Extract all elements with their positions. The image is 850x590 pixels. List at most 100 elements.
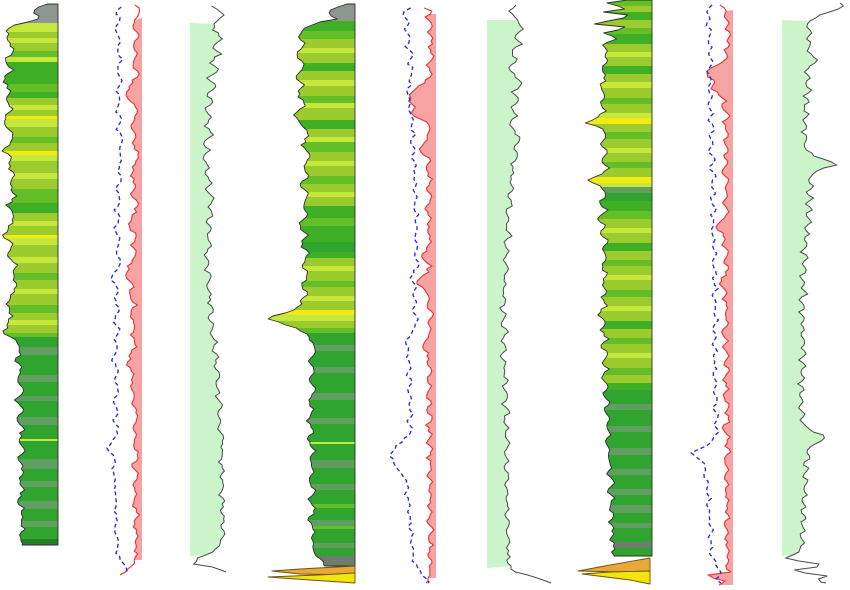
lithology-band bbox=[585, 523, 652, 529]
lithology-band bbox=[1, 257, 58, 264]
lithology-band bbox=[268, 418, 355, 425]
lithology-band bbox=[268, 39, 355, 49]
lithology-band bbox=[268, 137, 355, 143]
lithology-band bbox=[268, 333, 355, 346]
lithology-band bbox=[585, 233, 652, 244]
lithology-band bbox=[585, 88, 652, 99]
lithology-band bbox=[585, 375, 652, 384]
lithology-band bbox=[268, 442, 355, 445]
lithology-band bbox=[1, 213, 58, 222]
lithology-band bbox=[268, 504, 355, 509]
well-2-lithology-track[interactable] bbox=[245, 4, 355, 566]
lithology-band bbox=[585, 297, 652, 307]
well-3-red-curve-track[interactable] bbox=[690, 4, 733, 586]
lithology-band bbox=[268, 161, 355, 167]
lithology-band bbox=[585, 0, 652, 7]
lithology-band bbox=[585, 251, 652, 261]
lithology-band bbox=[585, 20, 652, 29]
lithology-band bbox=[585, 368, 652, 376]
well-3-red-fill-area bbox=[707, 10, 733, 585]
well-2-red-curve-track[interactable] bbox=[388, 7, 436, 584]
lithology-band bbox=[585, 542, 652, 549]
lithology-band bbox=[585, 469, 652, 476]
lithology-band bbox=[268, 367, 355, 374]
lithology-band bbox=[268, 301, 355, 311]
lithology-band bbox=[585, 243, 652, 252]
lithology-band bbox=[268, 424, 355, 443]
lithology-band bbox=[1, 226, 58, 236]
lithology-band bbox=[585, 82, 652, 89]
lithology-band bbox=[1, 439, 58, 442]
lithology-band bbox=[585, 148, 652, 154]
well-2-group bbox=[245, 3, 552, 584]
lithology-band bbox=[585, 513, 652, 524]
lithology-band bbox=[1, 38, 58, 44]
lithology-band bbox=[1, 245, 58, 258]
lithology-band bbox=[585, 306, 652, 312]
lithology-band bbox=[585, 432, 652, 449]
well-2-red-curve bbox=[407, 7, 435, 584]
lithology-band bbox=[1, 333, 58, 338]
lithology-band bbox=[585, 448, 652, 456]
lithology-band bbox=[1, 84, 58, 93]
well-1-lithology-track[interactable] bbox=[0, 4, 58, 545]
lithology-band bbox=[585, 260, 652, 267]
lithology-band bbox=[268, 373, 355, 394]
lithology-band bbox=[268, 252, 355, 259]
lithology-band bbox=[1, 173, 58, 180]
lithology-band bbox=[1, 221, 58, 227]
lithology-band bbox=[268, 192, 355, 198]
lithology-band bbox=[1, 501, 58, 510]
lithology-band bbox=[1, 62, 58, 85]
lithology-band bbox=[1, 110, 58, 117]
lithology-band bbox=[268, 120, 355, 130]
well-2-lithology-outline bbox=[267, 3, 356, 567]
lithology-band bbox=[585, 57, 652, 67]
lithology-band bbox=[1, 509, 58, 522]
lithology-band bbox=[1, 521, 58, 528]
lithology-band bbox=[585, 104, 652, 114]
well-3-lithology-track[interactable] bbox=[542, 0, 652, 556]
lithology-band bbox=[1, 313, 58, 321]
lithology-band bbox=[1, 127, 58, 138]
lithology-band bbox=[585, 183, 652, 188]
lithology-band bbox=[585, 528, 652, 543]
lithology-band bbox=[1, 347, 58, 356]
well-1-green-curve-track[interactable] bbox=[190, 5, 227, 573]
well-3-green-curve-track[interactable] bbox=[782, 2, 845, 584]
well-1-red-curve-track[interactable] bbox=[106, 4, 142, 576]
lithology-band bbox=[585, 153, 652, 163]
gold-lithology-wedge bbox=[581, 570, 651, 585]
lithology-band bbox=[268, 53, 355, 64]
lithology-band bbox=[1, 235, 58, 239]
gold-lithology-wedge bbox=[267, 572, 356, 584]
well-1-green-curve bbox=[192, 5, 227, 573]
lithology-band bbox=[585, 353, 652, 359]
lithology-band bbox=[268, 321, 355, 329]
lithology-band bbox=[1, 51, 58, 58]
lithology-band bbox=[268, 556, 355, 566]
lithology-band bbox=[1, 396, 58, 402]
lithology-band bbox=[1, 539, 58, 545]
lithology-band bbox=[585, 390, 652, 405]
lithology-band bbox=[585, 321, 652, 330]
lithology-band bbox=[268, 490, 355, 505]
well-3-gold-base-section[interactable] bbox=[577, 557, 651, 585]
lithology-band bbox=[585, 124, 652, 133]
well-3-green-fill-area bbox=[782, 20, 837, 556]
lithology-band bbox=[268, 444, 355, 461]
lithology-band bbox=[268, 520, 355, 527]
well-2-gold-base-section[interactable] bbox=[267, 565, 356, 584]
lithology-band bbox=[268, 31, 355, 40]
lithology-band bbox=[1, 325, 58, 334]
lithology-band bbox=[1, 105, 58, 111]
lithology-band bbox=[585, 177, 652, 184]
lithology-band bbox=[268, 129, 355, 138]
lithology-band bbox=[1, 469, 58, 482]
lithology-band bbox=[585, 228, 652, 234]
well-2-green-curve-track[interactable] bbox=[487, 4, 552, 584]
lithology-band bbox=[1, 189, 58, 204]
lithology-band bbox=[268, 266, 355, 272]
lithology-band bbox=[268, 80, 355, 87]
